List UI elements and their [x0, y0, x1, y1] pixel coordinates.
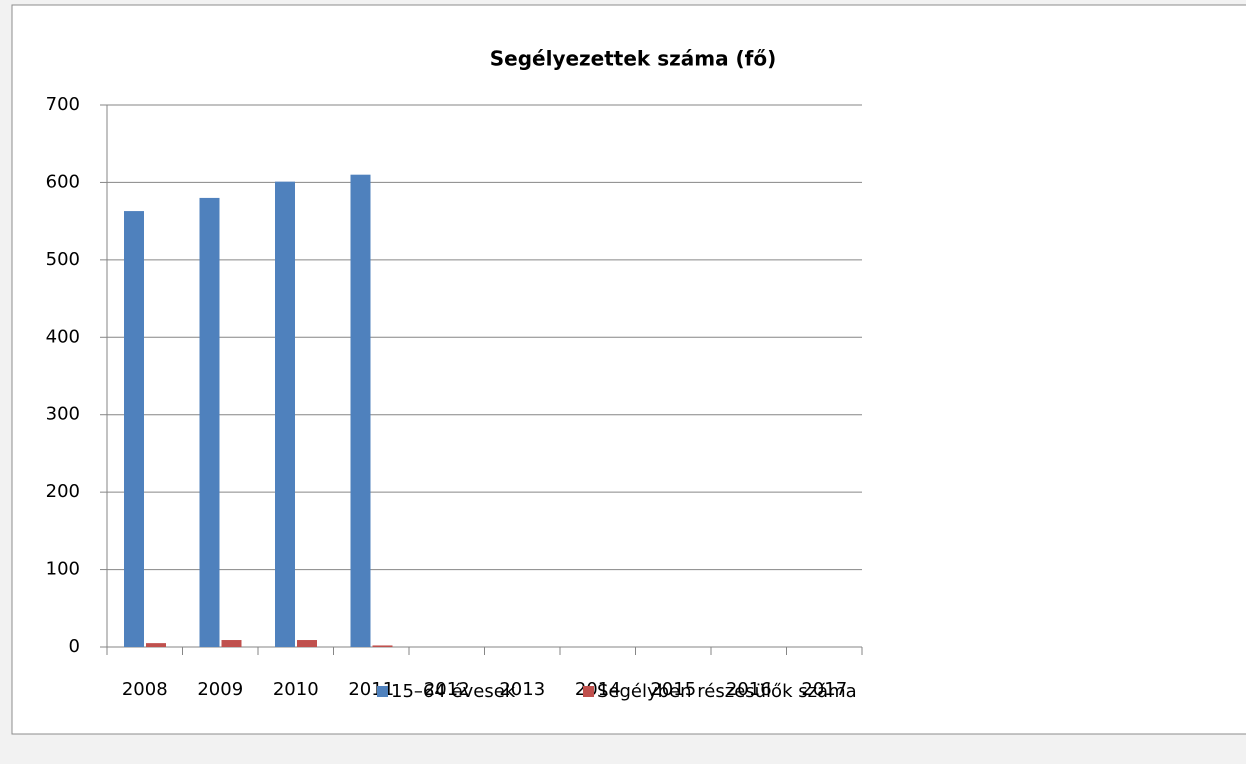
bar	[297, 640, 317, 647]
bar	[146, 643, 166, 647]
x-tick-label: 2017	[801, 679, 847, 700]
x-tick-label: 2012	[424, 679, 470, 700]
bar	[275, 181, 295, 647]
y-tick-label: 300	[46, 404, 80, 425]
bar	[221, 640, 242, 647]
y-tick-label: 500	[46, 249, 80, 270]
legend-label: Segélyben részesülők száma	[597, 681, 857, 702]
chart-frame	[11, 4, 1246, 735]
legend-swatch	[377, 686, 388, 697]
x-tick-label: 2015	[650, 679, 696, 700]
bar	[372, 645, 393, 647]
bar	[199, 197, 220, 647]
bar	[124, 211, 144, 647]
legend-swatch	[583, 686, 594, 697]
y-tick-label: 200	[46, 481, 80, 502]
legend-label: 15–64 évesek	[391, 681, 516, 702]
x-tick-label: 2008	[122, 679, 168, 700]
bar	[350, 174, 371, 647]
y-tick-label: 400	[46, 326, 80, 347]
chart-title: Segélyezettek száma (fő)	[490, 47, 777, 71]
y-tick-label: 0	[69, 636, 80, 657]
x-tick-label: 2013	[499, 679, 545, 700]
x-tick-label: 2009	[197, 679, 243, 700]
y-tick-label: 600	[46, 171, 80, 192]
y-tick-label: 100	[46, 559, 80, 580]
x-tick-label: 2010	[273, 679, 319, 700]
x-tick-label: 2016	[726, 679, 772, 700]
y-tick-label: 700	[46, 94, 80, 115]
